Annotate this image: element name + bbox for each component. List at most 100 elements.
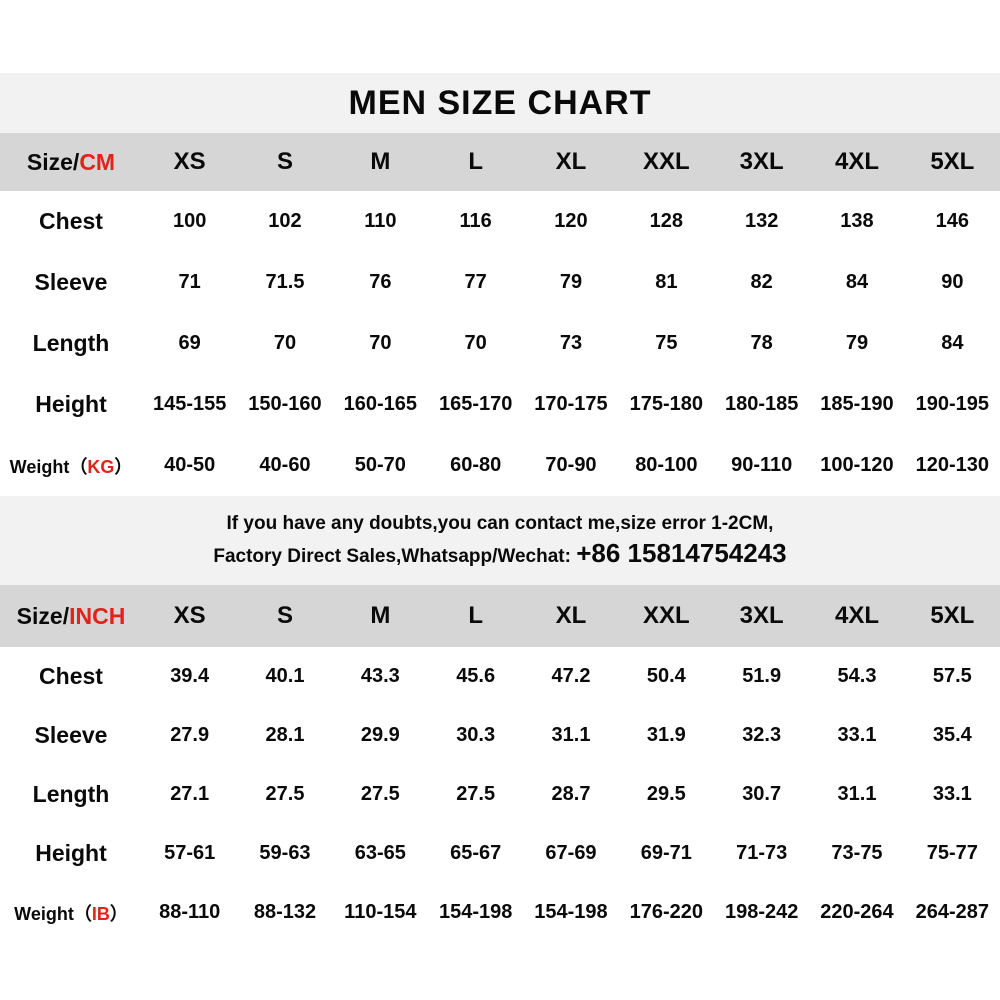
value-cell: 73: [559, 332, 583, 354]
value-cell: 71-73: [736, 842, 788, 864]
value-cell: 57.5: [932, 665, 972, 687]
value-cell: 40-50: [164, 454, 216, 476]
value-cell: 102: [268, 210, 302, 232]
value-cell: 100: [172, 210, 207, 232]
value-cell: 90-110: [731, 454, 793, 476]
value-cell: 116: [459, 210, 492, 232]
row-label: Sleeve: [0, 722, 142, 749]
value-cell: 33.1: [932, 783, 972, 805]
value-cell: 88-132: [253, 901, 317, 923]
label-text: Sleeve: [34, 722, 108, 748]
value-cell: 154-198: [438, 901, 513, 923]
value-cell: 170-175: [534, 393, 608, 415]
value-cell: 100-120: [820, 454, 894, 476]
value-cell: 27.1: [170, 783, 210, 805]
label-suffix: ）: [114, 456, 133, 477]
value-cell: 59-63: [259, 842, 311, 864]
row-label: Sleeve: [0, 269, 142, 296]
label-text: Height: [35, 391, 107, 417]
value-cell: 82: [750, 271, 773, 293]
value-cell: 73-75: [831, 842, 883, 864]
measurement-row: Height 145-155 150-160 160-165 165-170 170-17…: [0, 374, 1000, 435]
value-cell: 84: [941, 332, 964, 354]
value-cell: 138: [840, 210, 874, 232]
value-cell: 76: [369, 271, 392, 293]
size-header-row: Size/INCH XS S M L XL XXL 3XL 4XL 5XL: [0, 585, 1000, 647]
size-header-cell: S: [276, 148, 293, 175]
label-text: Weight（: [9, 456, 88, 477]
value-cell: 47.2: [551, 665, 591, 687]
label-unit: KG: [87, 456, 115, 477]
size-header-cell: XL: [555, 602, 587, 629]
value-cell: 40-60: [259, 454, 311, 476]
value-cell: 110: [364, 210, 397, 232]
value-cell: 51.9: [742, 665, 782, 687]
row-label: Size/INCH: [0, 603, 142, 630]
value-cell: 63-65: [354, 842, 406, 864]
value-cell: 33.1: [837, 724, 877, 746]
measurement-row: Height 57-61 59-63 63-65 65-67 67-69 69-71 71-7…: [0, 824, 1000, 883]
value-cell: 145-155: [152, 393, 227, 415]
value-cell: 264-287: [915, 901, 990, 923]
value-cell: 31.1: [837, 783, 877, 805]
size-header-cell: XL: [555, 148, 587, 175]
value-cell: 29.9: [360, 724, 400, 746]
value-cell: 60-80: [450, 454, 502, 476]
value-cell: 90: [941, 271, 964, 293]
value-cell: 128: [649, 210, 684, 232]
row-label: Size/CM: [0, 149, 142, 176]
phone-number: +86 15814754243: [576, 537, 787, 568]
row-label: Chest: [0, 208, 142, 235]
size-header-cell: 3XL: [739, 148, 784, 175]
notice-line-2: Factory Direct Sales,Whatsapp/Wechat: +8…: [213, 538, 786, 569]
value-cell: 50-70: [354, 454, 406, 476]
size-table-inch: Size/INCH XS S M L XL XXL 3XL 4XL 5XL Chest 39.4 40.…: [0, 585, 1000, 942]
value-cell: 43.3: [360, 665, 400, 687]
value-cell: 185-190: [820, 393, 894, 415]
value-cell: 70: [273, 332, 297, 354]
contact-notice: If you have any doubts,you can contact m…: [0, 496, 1000, 585]
value-cell: 71: [178, 271, 201, 293]
size-header-cell: 5XL: [930, 602, 975, 629]
value-cell: 28.1: [265, 724, 305, 746]
label-suffix: ）: [109, 903, 128, 924]
size-header-row: Size/CM XS S M L XL XXL 3XL 4XL 5XL: [0, 133, 1000, 191]
value-cell: 190-195: [915, 393, 990, 415]
value-cell: 75-77: [926, 842, 978, 864]
measurement-row: Weight（IB） 88-110 88-132 110-154 154-198 154-…: [0, 883, 1000, 942]
size-header-cell: XS: [173, 148, 206, 175]
value-cell: 70: [369, 332, 392, 354]
label-text: Weight（: [14, 903, 92, 924]
value-cell: 71.5: [265, 271, 305, 293]
value-cell: 27.5: [360, 783, 400, 805]
row-label: Weight（IB）: [0, 900, 142, 926]
size-header-cell: M: [370, 602, 391, 629]
value-cell: 35.4: [932, 724, 972, 746]
size-header-cell: XXL: [642, 602, 690, 629]
notice-line-2-text: Factory Direct Sales,Whatsapp/Wechat:: [213, 545, 577, 567]
value-cell: 28.7: [551, 783, 591, 805]
value-cell: 120: [554, 210, 588, 232]
value-cell: 57-61: [164, 842, 216, 864]
measurement-row: Sleeve 27.9 28.1 29.9 30.3 31.1 31.9 32.3 33.1 35…: [0, 706, 1000, 765]
value-cell: 67-69: [545, 842, 597, 864]
size-header-cell: 5XL: [930, 148, 975, 175]
value-cell: 80-100: [635, 454, 698, 476]
value-cell: 154-198: [534, 901, 608, 923]
row-label: Length: [0, 330, 142, 357]
row-label: Height: [0, 840, 142, 867]
value-cell: 79: [559, 271, 583, 293]
value-cell: 78: [750, 332, 773, 354]
label-text: Chest: [39, 208, 103, 234]
row-label: Height: [0, 391, 142, 418]
value-cell: 70: [464, 332, 487, 354]
value-cell: 27.5: [456, 783, 496, 805]
value-cell: 79: [845, 332, 869, 354]
value-cell: 50.4: [646, 665, 686, 687]
row-label: Length: [0, 781, 142, 808]
row-label: Weight（KG）: [0, 453, 142, 479]
value-cell: 27.9: [170, 724, 210, 746]
value-cell: 220-264: [820, 901, 894, 923]
value-cell: 69-71: [640, 842, 692, 864]
value-cell: 31.1: [551, 724, 591, 746]
